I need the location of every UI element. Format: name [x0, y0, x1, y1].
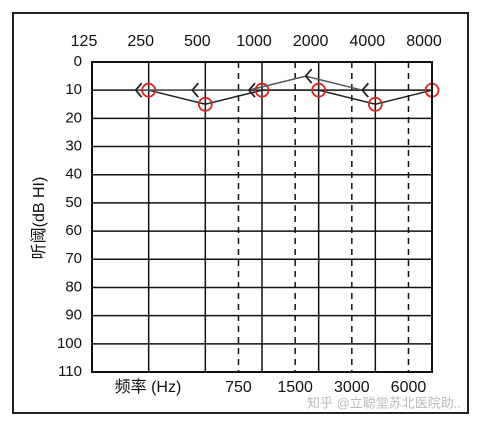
y-tick-label: 20	[65, 109, 82, 126]
series-line	[148, 89, 433, 106]
watermark: 知乎 @立聪堂苏北医院助..	[307, 395, 461, 410]
y-axis-label: 听阈(dB HI)	[30, 177, 48, 260]
minor-x-tick-label: 3000	[334, 379, 370, 396]
y-tick-label: 50	[65, 194, 82, 211]
x-tick-label: 2000	[293, 33, 329, 50]
y-tick-label: 90	[65, 307, 82, 324]
x-tick-label: 250	[127, 33, 154, 50]
x-tick-label: 125	[71, 33, 98, 50]
x-tick-label: 500	[184, 33, 211, 50]
x-tick-label: 4000	[350, 33, 386, 50]
y-tick-label: 70	[65, 250, 82, 267]
marker-circle	[311, 82, 327, 98]
y-tick-label: 0	[74, 53, 82, 70]
minor-x-tick-label: 1500	[277, 379, 313, 396]
y-tick-label: 100	[57, 335, 82, 352]
marker-bracket	[247, 82, 256, 98]
y-tick-label: 60	[65, 222, 82, 239]
x-tick-label: 1000	[236, 33, 272, 50]
x-tick-label: 8000	[406, 33, 442, 50]
plot-border	[91, 61, 433, 373]
y-tick-label: 40	[65, 166, 82, 183]
marker-bracket	[134, 82, 143, 98]
marker-bracket	[304, 68, 313, 84]
minor-x-tick-label: 6000	[391, 379, 427, 396]
y-tick-label: 110	[58, 363, 82, 380]
minor-x-tick-label: 750	[225, 379, 252, 396]
marker-circle	[197, 96, 213, 112]
y-tick-label: 30	[65, 138, 82, 155]
marker-circle	[367, 96, 383, 112]
x-axis-label: 频率 (Hz)	[115, 378, 182, 396]
marker-bracket	[361, 82, 370, 98]
y-tick-label: 80	[65, 278, 82, 295]
frame	[12, 12, 469, 414]
series-line	[135, 75, 363, 91]
y-tick-label: 10	[65, 81, 82, 98]
marker-circle	[254, 82, 270, 98]
marker-bracket	[191, 82, 200, 98]
